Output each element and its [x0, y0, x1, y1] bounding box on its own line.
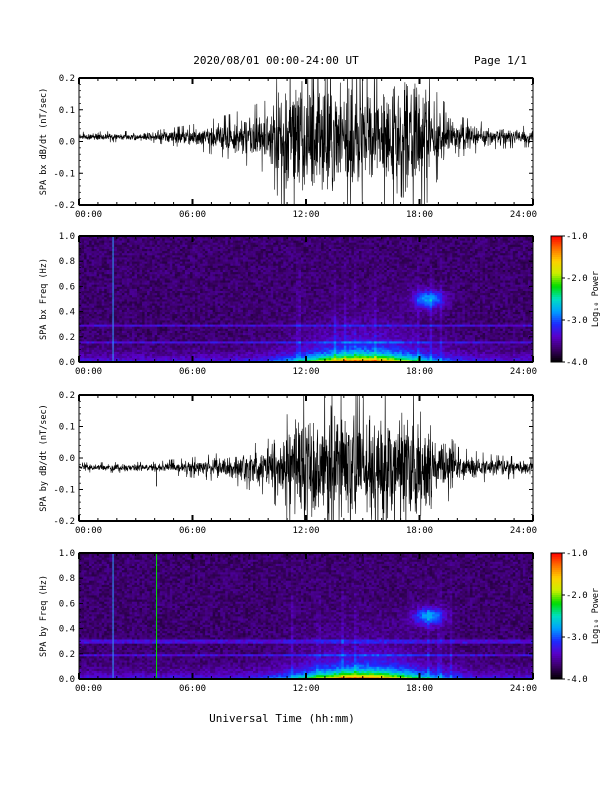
x-tick-label: 00:00 [75, 526, 102, 536]
panel-4: 1.0 0.8 0.6 0.4 0.2 0.000:00 06:00 12:00 18:00 24… [39, 549, 537, 694]
y-axis-label: SPA by dB/dt (nT/sec) [39, 404, 49, 511]
colorbar-tick-label: -3.0 [566, 633, 588, 643]
x-tick-label: 24:00 [510, 367, 537, 377]
y-tick-label: -0.1 [53, 169, 75, 179]
x-tick-label: 18:00 [406, 526, 433, 536]
colorbar-tick-label: -1.0 [566, 232, 588, 242]
x-tick-label: 06:00 [179, 367, 206, 377]
page-title: 2020/08/01 00:00-24:00 UT [193, 54, 359, 67]
x-tick-label: 18:00 [406, 367, 433, 377]
y-axis-label: SPA bx dB/dt (nT/sec) [39, 88, 49, 195]
x-tick-label: 00:00 [75, 684, 102, 694]
x-tick-label: 06:00 [179, 526, 206, 536]
x-tick-label: 00:00 [75, 367, 102, 377]
y-tick-label: -0.1 [53, 486, 75, 496]
x-tick-label: 12:00 [292, 684, 319, 694]
colorbar-tick-label: -3.0 [566, 316, 588, 326]
page-number: Page 1/1 [474, 54, 527, 67]
colorbar-tick-label: -2.0 [566, 591, 588, 601]
y-tick-label: 0.2 [59, 74, 75, 84]
x-tick-label: 24:00 [510, 684, 537, 694]
y-tick-label: -0.2 [53, 201, 75, 211]
y-tick-label: 0.6 [59, 282, 75, 292]
colorbar-4: -1.0 -2.0 -3.0 -4.0 Log₁₀ Power [551, 549, 601, 685]
y-tick-label: 0.1 [59, 106, 75, 116]
y-tick-label: 0.6 [59, 599, 75, 609]
y-axis-label: SPA bx Freq (Hz) [39, 258, 49, 340]
y-tick-label: 0.4 [59, 308, 75, 318]
colorbar-tick-label: -2.0 [566, 274, 588, 284]
x-tick-label: 24:00 [510, 526, 537, 536]
x-tick-label: 12:00 [292, 367, 319, 377]
y-axis-label: SPA by Freq (Hz) [39, 575, 49, 657]
x-tick-label: 18:00 [406, 210, 433, 220]
y-tick-label: 1.0 [59, 232, 75, 242]
y-tick-label: 0.2 [59, 333, 75, 343]
y-tick-label: 0.4 [59, 625, 75, 635]
y-tick-label: 1.0 [59, 549, 75, 559]
x-tick-label: 24:00 [510, 210, 537, 220]
panel-1: 0.2 0.1 0.0 -0.1 -0.200:00 06:00 12:00 18:00 24:… [39, 47, 537, 225]
x-axis-title: Universal Time (hh:mm) [209, 712, 355, 725]
colorbar-label: Log₁₀ Power [591, 588, 601, 644]
y-tick-label: 0.0 [59, 138, 75, 148]
y-tick-label: 0.2 [59, 391, 75, 401]
x-tick-label: 06:00 [179, 684, 206, 694]
y-tick-label: -0.2 [53, 517, 75, 527]
x-tick-label: 12:00 [292, 210, 319, 220]
y-tick-label: 0.1 [59, 423, 75, 433]
x-tick-label: 00:00 [75, 210, 102, 220]
spectrogram-cells [79, 236, 533, 362]
plot-frame [79, 395, 533, 521]
y-tick-label: 0.0 [59, 358, 75, 368]
colorbar-2: -1.0 -2.0 -3.0 -4.0 Log₁₀ Power [551, 232, 601, 368]
colorbar-tick-label: -4.0 [566, 358, 588, 368]
series-line [79, 47, 533, 225]
x-tick-label: 06:00 [179, 210, 206, 220]
colorbar-tick-label: -4.0 [566, 675, 588, 685]
y-tick-label: 0.0 [59, 675, 75, 685]
x-tick-label: 12:00 [292, 526, 319, 536]
y-tick-label: 0.8 [59, 574, 75, 584]
x-tick-label: 18:00 [406, 684, 433, 694]
y-tick-label: 0.8 [59, 257, 75, 267]
colorbar-label: Log₁₀ Power [591, 271, 601, 327]
spectrogram-cells [79, 553, 533, 679]
y-tick-label: 0.2 [59, 650, 75, 660]
panel-3: 0.2 0.1 0.0 -0.1 -0.200:00 06:00 12:00 18:00 24:… [39, 377, 537, 557]
colorbar-tick-label: -1.0 [566, 549, 588, 559]
panel-2: 1.0 0.8 0.6 0.4 0.2 0.000:00 06:00 12:00 18:00 24… [39, 232, 537, 377]
panels: 0.20.10.0-0.1-0.200:00 06:00 12:00 18:00 24:… [39, 47, 537, 694]
y-tick-label: 0.0 [59, 454, 75, 464]
